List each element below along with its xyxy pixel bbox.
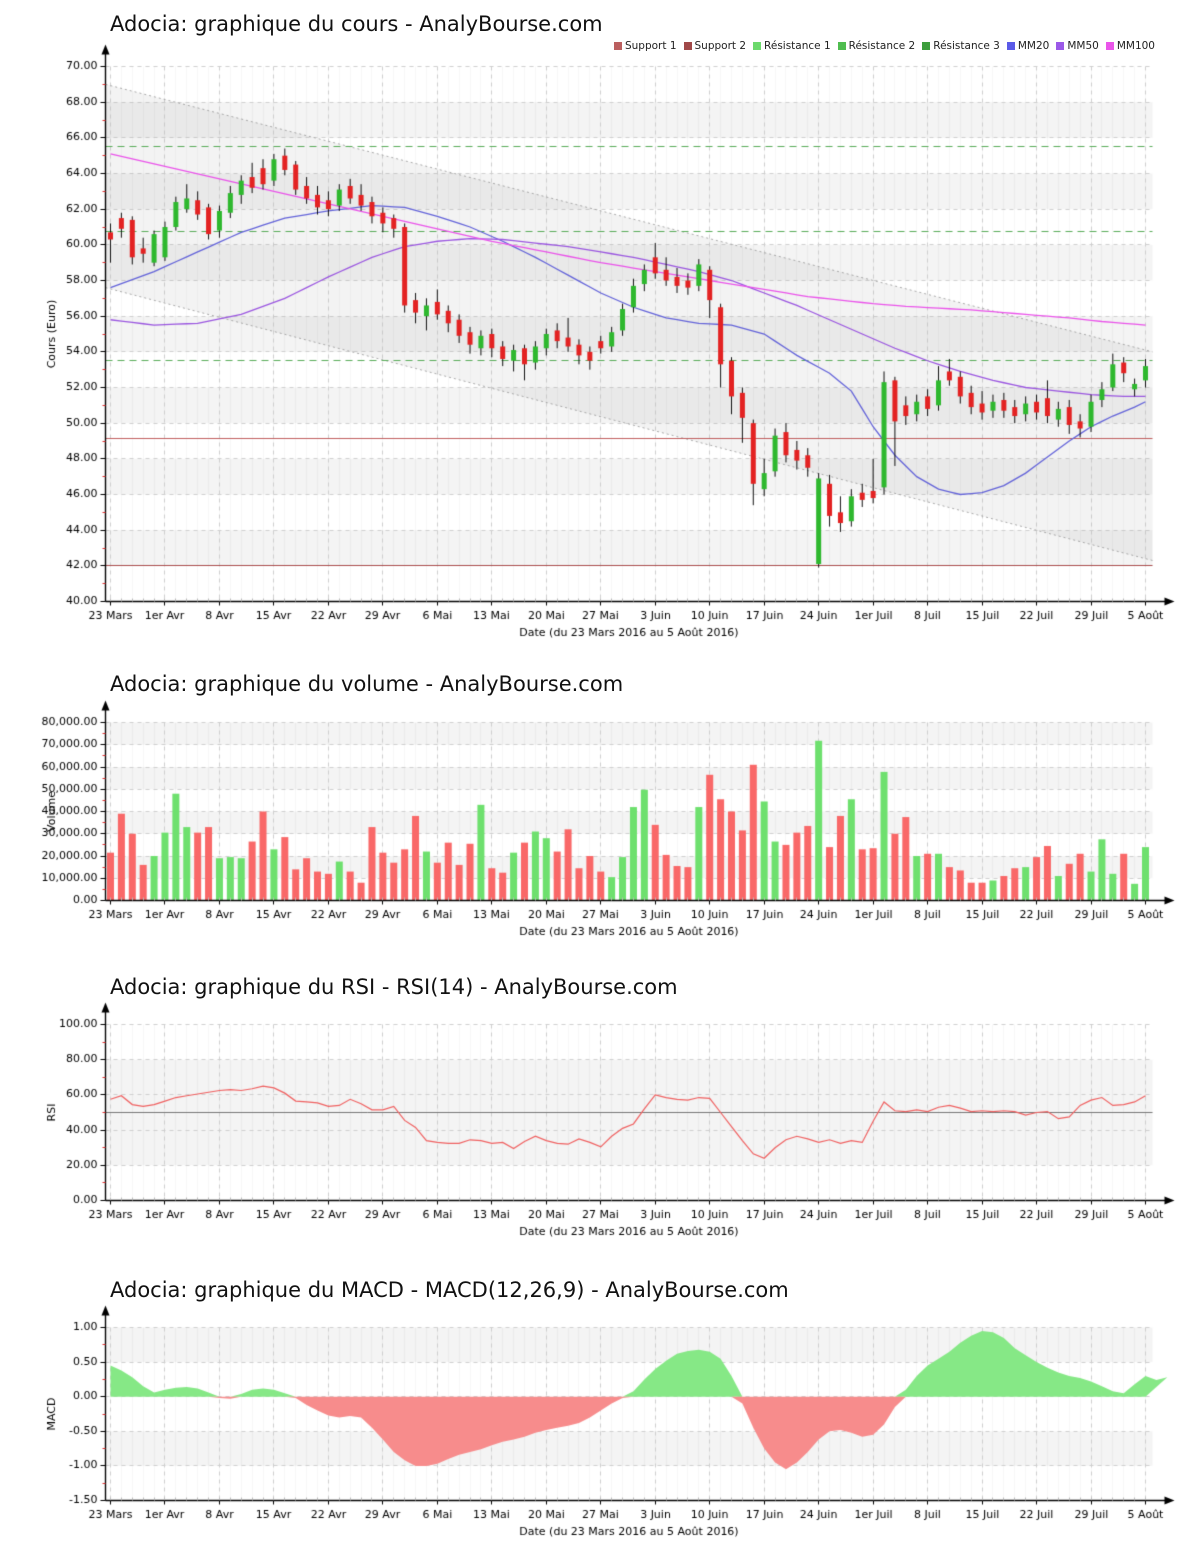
legend-item: MM50 (1056, 40, 1099, 52)
legend-swatch-icon (1056, 42, 1065, 50)
legend-item: Résistance 3 (922, 40, 1000, 52)
legend-label: MM50 (1067, 40, 1099, 52)
legend-label: Support 2 (694, 40, 747, 52)
legend-swatch-icon (1006, 42, 1015, 50)
legend-label: MM20 (1017, 40, 1050, 52)
legend-swatch-icon (683, 42, 692, 50)
legend-item: Résistance 1 (753, 40, 831, 52)
legend-item: Support 1 (613, 40, 677, 52)
legend-item: Résistance 2 (837, 40, 916, 52)
legend-label: Support 1 (624, 40, 677, 52)
macd-chart-title: Adocia: graphique du MACD - MACD(12,26,9… (110, 1278, 789, 1302)
legend-label: Résistance 1 (764, 40, 831, 52)
legend-label: Résistance 3 (933, 40, 1000, 52)
cours-chart-title: Adocia: graphique du cours - AnalyBourse… (110, 12, 603, 36)
rsi-chart-title: Adocia: graphique du RSI - RSI(14) - Ana… (110, 975, 678, 999)
legend-swatch-icon (1105, 42, 1114, 50)
legend-swatch-icon (922, 42, 931, 50)
legend-label: MM100 (1116, 40, 1155, 52)
legend-item: MM20 (1006, 40, 1050, 52)
legend-label: Résistance 2 (848, 40, 916, 52)
volume-chart-title: Adocia: graphique du volume - AnalyBours… (110, 672, 624, 696)
legend-swatch-icon (837, 42, 846, 50)
legend-item: Support 2 (683, 40, 747, 52)
legend-swatch-icon (613, 42, 622, 50)
legend-item: MM100 (1105, 40, 1155, 52)
legend-swatch-icon (753, 42, 762, 50)
price-chart-legend: Support 1 Support 2 Résistance 1 Résistance… (613, 40, 1155, 52)
